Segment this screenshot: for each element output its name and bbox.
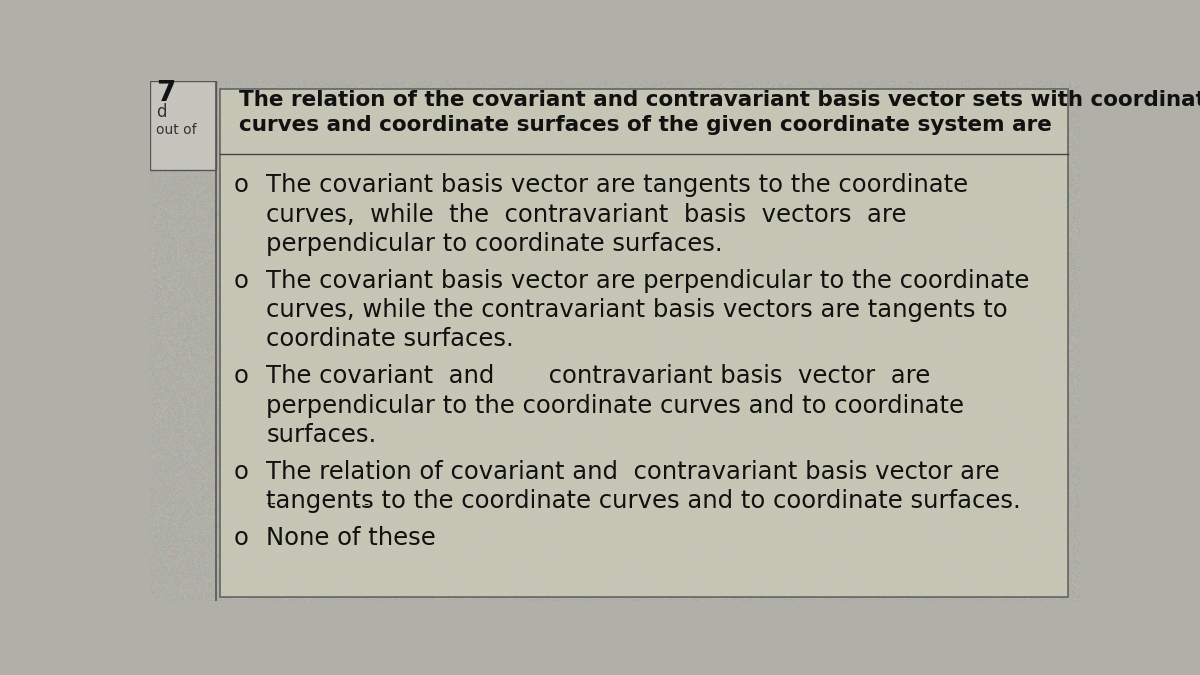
Text: The relation of covariant and  contravariant basis vector are: The relation of covariant and contravari… <box>266 460 1000 484</box>
Text: surfaces.: surfaces. <box>266 423 377 447</box>
Text: o: o <box>234 269 248 293</box>
Text: The covariant basis vector are perpendicular to the coordinate: The covariant basis vector are perpendic… <box>266 269 1030 293</box>
Text: The covariant  and       contravariant basis  vector  are: The covariant and contravariant basis ve… <box>266 364 930 388</box>
Text: tangents to the coordinate curves and to coordinate surfaces.: tangents to the coordinate curves and to… <box>266 489 1021 513</box>
Text: - -: - - <box>355 498 370 512</box>
Text: perpendicular to coordinate surfaces.: perpendicular to coordinate surfaces. <box>266 232 722 256</box>
Text: 7: 7 <box>156 78 175 107</box>
Text: --: -- <box>266 498 276 512</box>
Text: o: o <box>234 460 248 484</box>
Text: o: o <box>234 173 248 197</box>
Text: out of: out of <box>156 122 197 136</box>
Text: o: o <box>234 364 248 388</box>
Text: d: d <box>156 103 167 121</box>
Text: curves,  while  the  contravariant  basis  vectors  are: curves, while the contravariant basis ve… <box>266 202 907 227</box>
Text: curves, while the contravariant basis vectors are tangents to: curves, while the contravariant basis ve… <box>266 298 1008 322</box>
Text: curves and coordinate surfaces of the given coordinate system are: curves and coordinate surfaces of the gi… <box>239 115 1052 135</box>
Text: The relation of the covariant and contravariant basis vector sets with coordinat: The relation of the covariant and contra… <box>239 90 1200 110</box>
FancyBboxPatch shape <box>150 81 216 169</box>
FancyBboxPatch shape <box>220 88 1068 597</box>
Text: None of these: None of these <box>266 526 436 550</box>
Text: o: o <box>234 526 248 550</box>
Text: coordinate surfaces.: coordinate surfaces. <box>266 327 514 352</box>
Text: perpendicular to the coordinate curves and to coordinate: perpendicular to the coordinate curves a… <box>266 394 965 418</box>
Text: The covariant basis vector are tangents to the coordinate: The covariant basis vector are tangents … <box>266 173 968 197</box>
